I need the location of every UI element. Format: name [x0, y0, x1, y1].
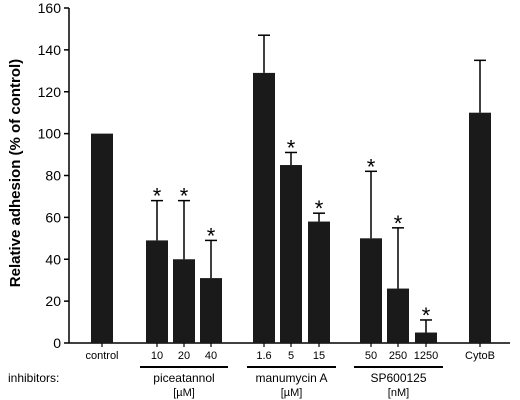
significance-star: * — [315, 196, 324, 221]
x-tick-label: 10 — [151, 350, 163, 362]
inhibitors-row-label: inhibitors: — [8, 371, 59, 385]
group-unit: [nM] — [388, 387, 409, 399]
significance-star: * — [367, 154, 376, 179]
bar — [415, 332, 437, 343]
y-tick-label: 0 — [53, 335, 61, 351]
group-unit: [µM] — [281, 387, 303, 399]
bar — [469, 112, 491, 343]
bar — [253, 72, 275, 343]
x-tick-label: 40 — [205, 350, 217, 362]
x-tick-label: 1250 — [414, 350, 438, 362]
x-tick-label: 1.6 — [256, 350, 271, 362]
significance-markers: * * * * * * * * — [153, 135, 431, 328]
bar — [308, 221, 330, 343]
x-tick-labels: control 10 20 40 1.6 5 15 50 250 1250 CytoB — [85, 343, 495, 362]
bar — [200, 278, 222, 343]
x-tick-label: CytoB — [465, 350, 495, 362]
significance-star: * — [287, 135, 296, 160]
y-tick-label: 80 — [45, 168, 61, 184]
x-tick-label: 15 — [313, 350, 325, 362]
x-tick-label: 50 — [365, 350, 377, 362]
x-tick-label: 250 — [389, 350, 407, 362]
y-tick-label: 40 — [45, 251, 61, 267]
group-labels: piceatannol [µM] manumycin A [µM] SP600125 [n… — [140, 366, 443, 399]
significance-star: * — [153, 184, 162, 209]
bar — [91, 133, 113, 343]
x-tick-label: control — [85, 350, 118, 362]
bars — [91, 72, 491, 343]
x-tick-label: 20 — [178, 350, 190, 362]
significance-star: * — [207, 223, 216, 248]
group-name: manumycin A — [255, 371, 327, 385]
bar — [280, 165, 302, 343]
y-tick-label: 20 — [45, 293, 61, 309]
group-name: SP600125 — [370, 371, 426, 385]
y-tick-label: 160 — [38, 0, 62, 16]
error-bars — [151, 34, 486, 333]
significance-star: * — [394, 211, 403, 236]
significance-star: * — [180, 184, 189, 209]
y-tick-label: 120 — [38, 84, 62, 100]
group-unit: [µM] — [173, 387, 195, 399]
significance-star: * — [422, 303, 431, 328]
bar — [146, 240, 168, 343]
group-name: piceatannol — [153, 371, 214, 385]
y-axis-label: Relative adhesion (% of control) — [7, 59, 24, 287]
bar — [387, 288, 409, 343]
y-tick-label: 60 — [45, 209, 61, 225]
bar — [360, 238, 382, 343]
x-tick-label: 5 — [288, 350, 294, 362]
bar — [173, 259, 195, 343]
y-ticks: 0 20 40 60 80 100 120 140 160 — [38, 0, 69, 351]
y-tick-label: 100 — [38, 126, 62, 142]
y-tick-label: 140 — [38, 42, 62, 58]
